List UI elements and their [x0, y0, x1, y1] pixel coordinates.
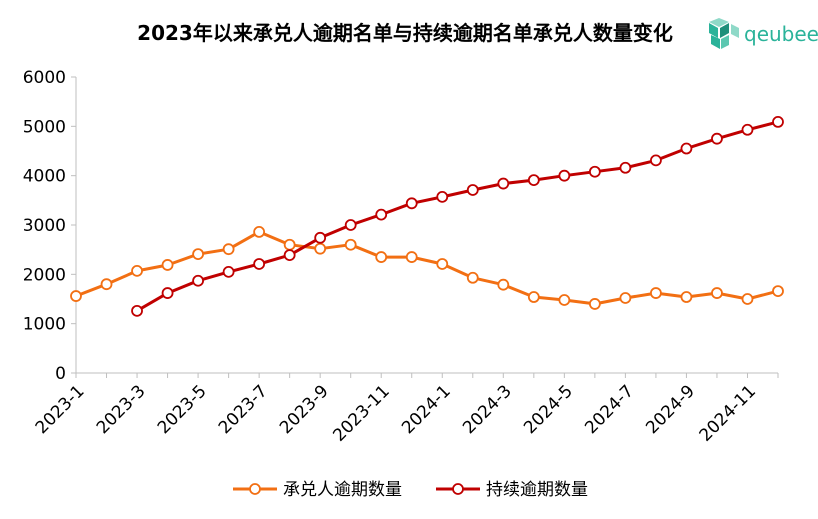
y-tick-label: 3000 [23, 216, 66, 236]
data-point [497, 278, 510, 291]
data-point [253, 226, 266, 238]
data-point [100, 278, 113, 291]
cube-logo-icon [709, 18, 739, 49]
series-group [70, 115, 784, 317]
x-tick-label: 2024-9 [642, 381, 699, 438]
x-tick-label: 2023-1 [32, 381, 89, 438]
legend-item: 持续逾期数量 [436, 480, 588, 500]
legend-marker [249, 483, 261, 495]
data-point [711, 132, 723, 145]
data-point [436, 190, 449, 203]
data-point [344, 238, 357, 251]
data-point [527, 174, 540, 187]
y-tick-label: 0 [55, 364, 66, 384]
legend-marker [452, 483, 464, 495]
series-1 [70, 226, 784, 310]
data-point [253, 258, 266, 270]
data-point [131, 304, 143, 317]
data-point [375, 208, 388, 221]
legend-item: 承兑人逾期数量 [233, 480, 402, 500]
data-point [161, 287, 174, 299]
data-point [192, 274, 204, 287]
data-point [131, 264, 143, 277]
x-tick-label: 2023-3 [93, 381, 150, 438]
series-2 [131, 115, 784, 317]
x-tick-label: 2024-5 [520, 381, 577, 438]
y-tick-label: 6000 [23, 68, 66, 88]
y-tick-label: 1000 [23, 315, 66, 335]
legend: 承兑人逾期数量 持续逾期数量 [233, 480, 588, 500]
data-point [772, 115, 784, 128]
data-point [405, 197, 418, 210]
x-tick-label: 2024-1 [398, 381, 455, 438]
data-point [222, 243, 235, 256]
data-point [772, 285, 784, 298]
x-tick-label: 2024-3 [459, 381, 516, 438]
data-point [314, 231, 327, 244]
data-point [192, 248, 204, 261]
data-point [650, 154, 662, 167]
data-point [558, 169, 571, 182]
axes [75, 77, 778, 374]
data-point [466, 271, 479, 284]
data-point [741, 123, 754, 136]
data-point [650, 287, 662, 299]
x-tick-label: 2024-11 [696, 381, 760, 445]
data-point [588, 165, 601, 178]
y-tick-label: 2000 [23, 265, 66, 285]
y-tick-label: 5000 [23, 117, 66, 137]
data-point [405, 251, 418, 263]
data-point [466, 184, 479, 196]
data-point [527, 291, 540, 303]
x-tick-label: 2023-5 [154, 381, 211, 438]
series-line [75, 230, 779, 306]
data-point [283, 249, 296, 261]
x-tick-label: 2023-7 [215, 381, 272, 438]
data-point [70, 290, 82, 302]
data-point [497, 177, 510, 190]
data-point [711, 287, 723, 299]
y-tick-label: 4000 [23, 167, 66, 187]
data-point [161, 259, 174, 271]
x-tick-label: 2023-9 [276, 381, 333, 438]
data-point [222, 265, 235, 278]
brand-logo: qeubee [709, 18, 818, 49]
data-point [680, 291, 693, 303]
data-point [741, 293, 754, 305]
brand-name: qeubee [744, 22, 818, 46]
legend-label: 承兑人逾期数量 [283, 480, 402, 500]
data-point [344, 219, 357, 231]
data-point [619, 161, 632, 174]
data-point [588, 298, 601, 310]
x-tick-label: 2023-11 [329, 381, 393, 445]
data-point [619, 292, 632, 304]
data-point [436, 258, 449, 270]
chart-title: 2023年以来承兑人逾期名单与持续逾期名单承兑人数量变化 [137, 21, 673, 45]
data-point [558, 294, 571, 306]
x-tick-label: 2024-7 [581, 381, 638, 438]
data-point [680, 142, 693, 155]
series-line [136, 120, 779, 313]
legend-label: 持续逾期数量 [486, 480, 588, 500]
data-point [314, 242, 327, 255]
data-point [283, 238, 296, 251]
y-axis-ticks: 0 1000 2000 3000 4000 5000 6000 [23, 68, 76, 384]
data-point [375, 251, 388, 263]
